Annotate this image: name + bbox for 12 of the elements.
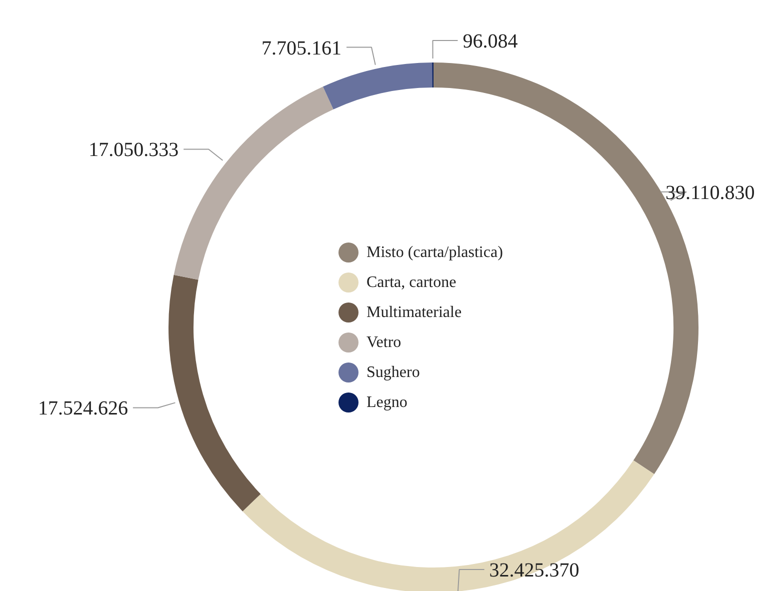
legend-label: Misto (carta/plastica) bbox=[366, 244, 503, 261]
data-label: 39.110.830 bbox=[666, 182, 755, 204]
data-label: 96.084 bbox=[462, 30, 518, 52]
legend-label: Multimateriale bbox=[366, 304, 462, 321]
legend-label: Sughero bbox=[366, 364, 420, 381]
legend-label: Carta, cartone bbox=[366, 274, 456, 291]
data-label: 32.425.370 bbox=[489, 560, 580, 582]
legend-label: Vetro bbox=[366, 334, 402, 351]
data-label: 7.705.161 bbox=[261, 37, 342, 60]
data-label: 17.524.626 bbox=[38, 398, 128, 420]
data-label: 17.050.333 bbox=[88, 139, 179, 162]
legend-label: Legno bbox=[366, 394, 408, 411]
